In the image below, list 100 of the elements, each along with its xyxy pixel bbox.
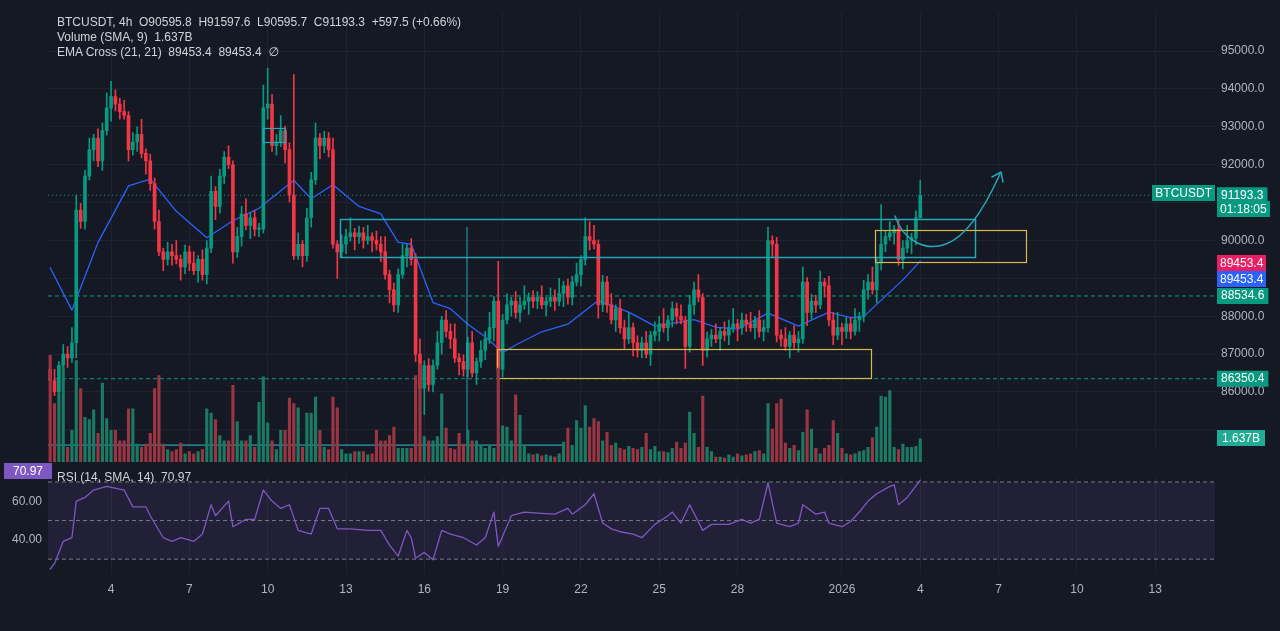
- bar: [192, 453, 196, 462]
- bar: [640, 447, 644, 462]
- bar: [801, 432, 805, 462]
- x-tick-label: 13: [339, 581, 353, 596]
- bar: [892, 447, 896, 462]
- bar: [675, 441, 679, 462]
- bar: [622, 449, 626, 462]
- bar: [366, 454, 370, 462]
- bar: [109, 429, 113, 462]
- bar: [453, 449, 457, 462]
- bar: [444, 427, 448, 462]
- bar: [196, 451, 200, 462]
- bar: [157, 375, 161, 462]
- bar: [357, 451, 361, 462]
- bar: [74, 360, 78, 462]
- bar: [909, 447, 914, 462]
- bar: [657, 451, 661, 462]
- bar: [701, 395, 705, 462]
- bar: [179, 442, 183, 462]
- bar: [518, 414, 522, 462]
- bar: [218, 435, 222, 462]
- bar: [914, 445, 918, 462]
- bar: [427, 440, 431, 462]
- chart-title: Volume (SMA, 9) 1.637B: [57, 30, 193, 45]
- x-tick-label: 2026: [828, 581, 856, 596]
- bar: [827, 444, 831, 462]
- x-tick-label: 19: [495, 581, 510, 596]
- bar: [779, 398, 783, 462]
- bar: [457, 433, 461, 462]
- bar: [470, 440, 474, 462]
- bar: [870, 437, 874, 462]
- y-tick-label: 94000.0: [1221, 81, 1265, 96]
- bar: [722, 457, 727, 462]
- candlestick: [265, 67, 270, 120]
- bar: [896, 449, 901, 462]
- y-tick-label: 93000.0: [1221, 119, 1265, 134]
- chart-title: BTCUSDT, 4h O90595.8 H91597.6 L90595.7 C91193.3 +597.5 (+0.66%): [57, 15, 462, 30]
- bar: [627, 445, 631, 462]
- bar: [535, 453, 539, 462]
- bar: [766, 403, 770, 462]
- bar: [822, 448, 827, 462]
- x-tick-label: 10: [1070, 581, 1084, 596]
- x-tick-label: 10: [261, 581, 275, 596]
- bar: [814, 448, 818, 462]
- bar: [318, 429, 322, 462]
- bar: [792, 444, 796, 462]
- bar: [261, 376, 265, 462]
- bar: [809, 428, 814, 462]
- bar: [474, 440, 479, 462]
- bar: [131, 408, 135, 462]
- bar: [670, 448, 674, 462]
- bar: [200, 449, 205, 462]
- bar: [709, 451, 714, 462]
- bar: [396, 448, 400, 462]
- candlestick: [352, 228, 357, 251]
- bar: [126, 408, 131, 462]
- bar: [144, 443, 148, 462]
- chart-title: RSI (14, SMA, 14) 70.97: [57, 470, 192, 485]
- bar: [601, 440, 605, 462]
- bar: [901, 443, 905, 462]
- bar: [505, 426, 509, 462]
- bar: [113, 429, 117, 462]
- text: 89453.4: [1217, 271, 1267, 287]
- y-tick-label: 60.00: [11, 493, 43, 508]
- bar: [788, 448, 792, 462]
- bar: [905, 447, 909, 462]
- text: 89453.4: [1217, 255, 1267, 271]
- y-tick-label: 86000.0: [1221, 384, 1265, 399]
- bar: [488, 444, 492, 462]
- bar: [918, 438, 922, 462]
- bar: [348, 453, 352, 462]
- bar: [666, 452, 670, 462]
- bar: [340, 449, 344, 462]
- candlestick: [365, 224, 370, 245]
- candlestick: [840, 322, 844, 345]
- bar: [205, 408, 209, 462]
- bar: [440, 393, 444, 462]
- bar: [818, 453, 822, 462]
- bar: [514, 394, 518, 462]
- bar: [70, 429, 74, 462]
- x-tick-label: 16: [417, 581, 432, 596]
- x-tick-label: 4: [916, 581, 924, 596]
- bar: [849, 454, 853, 462]
- x-tick-label: 22: [574, 581, 588, 596]
- bar: [531, 454, 535, 462]
- bar: [744, 454, 748, 462]
- bar: [548, 455, 553, 462]
- bar: [287, 397, 292, 462]
- bar: [544, 454, 548, 462]
- bar: [139, 447, 144, 462]
- candlestick: [887, 221, 892, 241]
- bar: [875, 426, 879, 462]
- bar: [662, 451, 666, 462]
- bar: [313, 396, 318, 462]
- bar: [374, 429, 379, 462]
- candlestick: [170, 243, 174, 266]
- y-tick-label: 40.00: [11, 532, 43, 547]
- bar: [575, 420, 579, 462]
- bar: [213, 419, 218, 462]
- bar: [596, 421, 600, 462]
